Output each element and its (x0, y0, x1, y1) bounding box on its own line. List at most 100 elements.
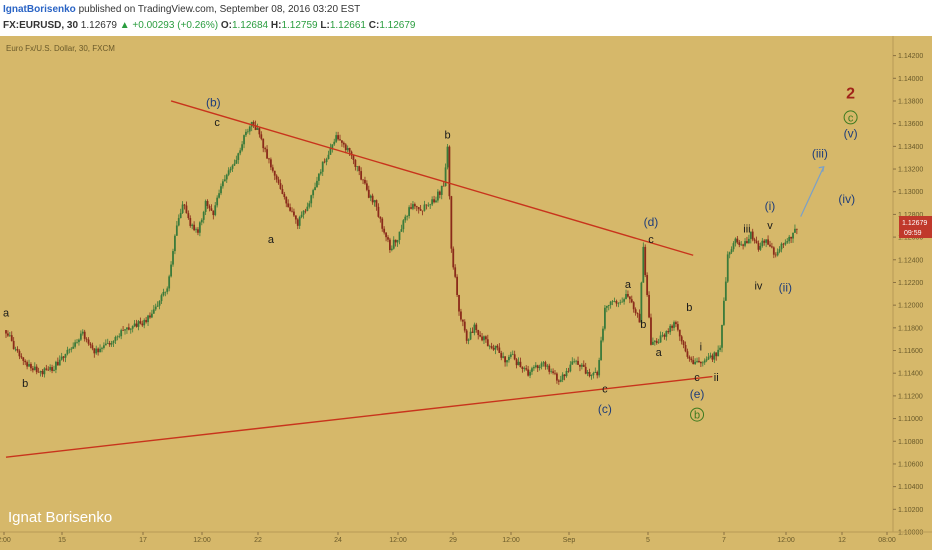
candle-body (673, 322, 675, 328)
wave-label: b (444, 129, 450, 141)
time-tick-label: 24 (334, 537, 342, 544)
candle-body (191, 224, 194, 226)
time-axis[interactable]: 2:00 15 17 12:00 22 24 12:00 29 12:00 Sep 5 7 12:00 1… (0, 531, 932, 544)
candle-body (104, 343, 107, 346)
wave-label: (e) (690, 387, 705, 401)
candle-body (751, 231, 754, 240)
candle-body (358, 166, 361, 172)
candle-body (285, 197, 288, 204)
candle-body (154, 306, 157, 310)
candle-body (76, 342, 78, 343)
candle-body (425, 204, 428, 206)
candle-body (392, 239, 395, 249)
candle-body (617, 303, 620, 304)
candle-body (675, 322, 677, 325)
candle-body (47, 369, 50, 371)
candle-body (757, 243, 760, 250)
price-tick-label: 1.11600 (898, 348, 923, 355)
candle-body (786, 241, 789, 243)
candle-body (64, 353, 67, 358)
candle-body (502, 356, 505, 358)
candle-body (175, 225, 178, 236)
wave-label: v (767, 220, 773, 232)
candle-body (16, 348, 19, 351)
candle-body (429, 204, 432, 206)
candle-body (721, 324, 723, 348)
candle-body (287, 203, 290, 208)
symbol-label: FX:EURUSD, 30 (3, 20, 79, 31)
candle-body (385, 232, 387, 238)
candle-body (592, 372, 595, 376)
price-axis[interactable]: 1.14200 1.14000 1.13800 1.13600 1.13400 1.132… (892, 36, 923, 537)
candle-body (709, 355, 712, 357)
wave-label: c (694, 372, 700, 384)
candle-body (523, 368, 526, 369)
candle-body (323, 161, 326, 163)
candle-body (465, 330, 468, 341)
candle-body (648, 294, 650, 318)
candle-body (283, 193, 286, 198)
candle-body (20, 356, 23, 358)
candle-body (565, 370, 568, 377)
candle-body (461, 319, 464, 322)
candle-body (346, 147, 349, 151)
candle-body (774, 254, 777, 256)
price-badge: 1.12679 09:59 (899, 216, 932, 238)
candle-body (678, 329, 681, 337)
candle-body (281, 189, 284, 194)
candle-body (481, 336, 483, 341)
candle-body (413, 204, 416, 207)
candle-body (511, 354, 514, 355)
candle-body (431, 199, 434, 205)
candle-body (270, 159, 272, 168)
candle-body (463, 321, 466, 331)
candle-body (275, 175, 278, 180)
candle-body (604, 307, 606, 329)
price-tick-label: 1.14000 (898, 76, 923, 83)
candle-body (747, 238, 750, 244)
candle-body (772, 247, 775, 255)
candle-body (317, 173, 320, 181)
price-tick-label: 1.12200 (898, 280, 923, 287)
candle-body (143, 320, 146, 326)
candle-body (513, 354, 516, 360)
candle-body (216, 197, 219, 206)
candle-body (260, 134, 263, 139)
candle-body (298, 217, 301, 226)
candle-body (517, 361, 520, 366)
candle-body (467, 339, 470, 341)
candle-body (628, 296, 631, 300)
candle-body (602, 328, 604, 341)
candle-body (723, 300, 725, 325)
candle-body (198, 222, 201, 233)
time-tick-label: 22 (254, 537, 262, 544)
candle-body (659, 335, 662, 343)
candle-body (214, 205, 217, 216)
candle-body (147, 315, 149, 323)
candle-body (611, 301, 614, 302)
wave-label: a (656, 347, 663, 359)
candle-body (273, 170, 276, 176)
candle-body (486, 339, 489, 347)
candle-body (642, 246, 645, 283)
candle-body (279, 183, 282, 190)
candle-body (55, 361, 57, 370)
candle-body (588, 372, 591, 377)
candle-body (519, 361, 522, 368)
candle-body (185, 205, 188, 214)
candle-body (210, 208, 213, 211)
price-tick-label: 1.12400 (898, 257, 923, 264)
candle-body (525, 368, 528, 370)
candle-body (126, 327, 128, 330)
candle-body (795, 228, 798, 230)
author-link[interactable]: IgnatBorisenko (3, 4, 76, 15)
candle-body (438, 191, 441, 195)
candle-body (521, 367, 524, 369)
candle-body (258, 128, 261, 135)
candle-body (415, 206, 418, 208)
candle-body (369, 195, 372, 198)
candle-body (229, 168, 232, 171)
candle-body (784, 242, 787, 245)
